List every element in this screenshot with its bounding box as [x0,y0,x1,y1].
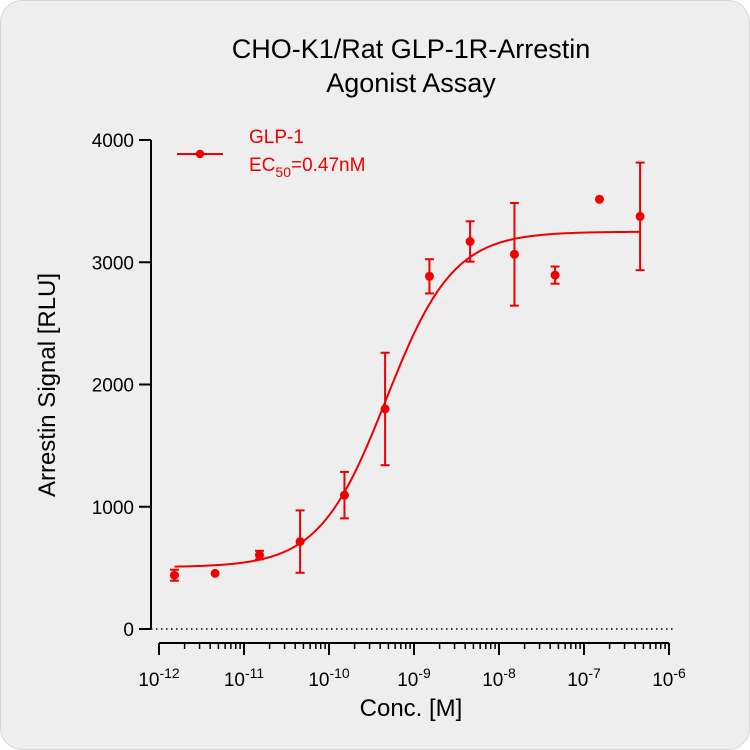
y-axis-label: Arrestin Signal [RLU] [34,273,61,497]
legend: GLP-1 EC50=0.47nM [177,127,365,180]
x-tick-label: 10-10 [308,665,350,691]
x-tick-label: 10-12 [138,665,180,691]
legend-marker [195,149,205,159]
x-axis-label: Conc. [M] [360,695,463,722]
data-point [594,194,604,204]
data-points-group [169,161,645,582]
data-point [509,249,519,259]
data-point [254,550,264,560]
data-point [550,270,560,280]
x-tick-label: 10-11 [224,665,265,691]
fit-curve-group [174,230,641,568]
legend-ec50: EC50=0.47nM [249,155,365,180]
y-tick-label: 1000 [92,498,134,519]
data-point [465,236,475,246]
x-tick-label: 10-7 [567,665,601,691]
data-point [339,490,349,500]
fit-curve [174,230,641,568]
data-point [380,404,390,414]
chart-title-line-1: CHO-K1/Rat GLP-1R-Arrestin [232,34,591,64]
x-tick-label: 10-8 [482,665,516,691]
data-point [169,570,179,580]
y-tick-label: 4000 [92,131,134,152]
axes: 0 1000 2000 3000 4000 10-12 10-11 10-10 10-9 10-8… [92,131,686,691]
y-tick-label: 3000 [92,253,134,274]
chart-title-line-2: Agonist Assay [326,68,496,98]
y-tick-label: 2000 [92,376,134,397]
data-point [635,211,645,221]
data-point [210,568,220,578]
data-point [295,537,305,547]
x-tick-label: 10-6 [652,665,686,691]
data-point [424,271,434,281]
legend-series-name: GLP-1 [249,127,304,148]
y-tick-label: 0 [123,620,134,641]
x-tick-label: 10-9 [397,665,431,691]
